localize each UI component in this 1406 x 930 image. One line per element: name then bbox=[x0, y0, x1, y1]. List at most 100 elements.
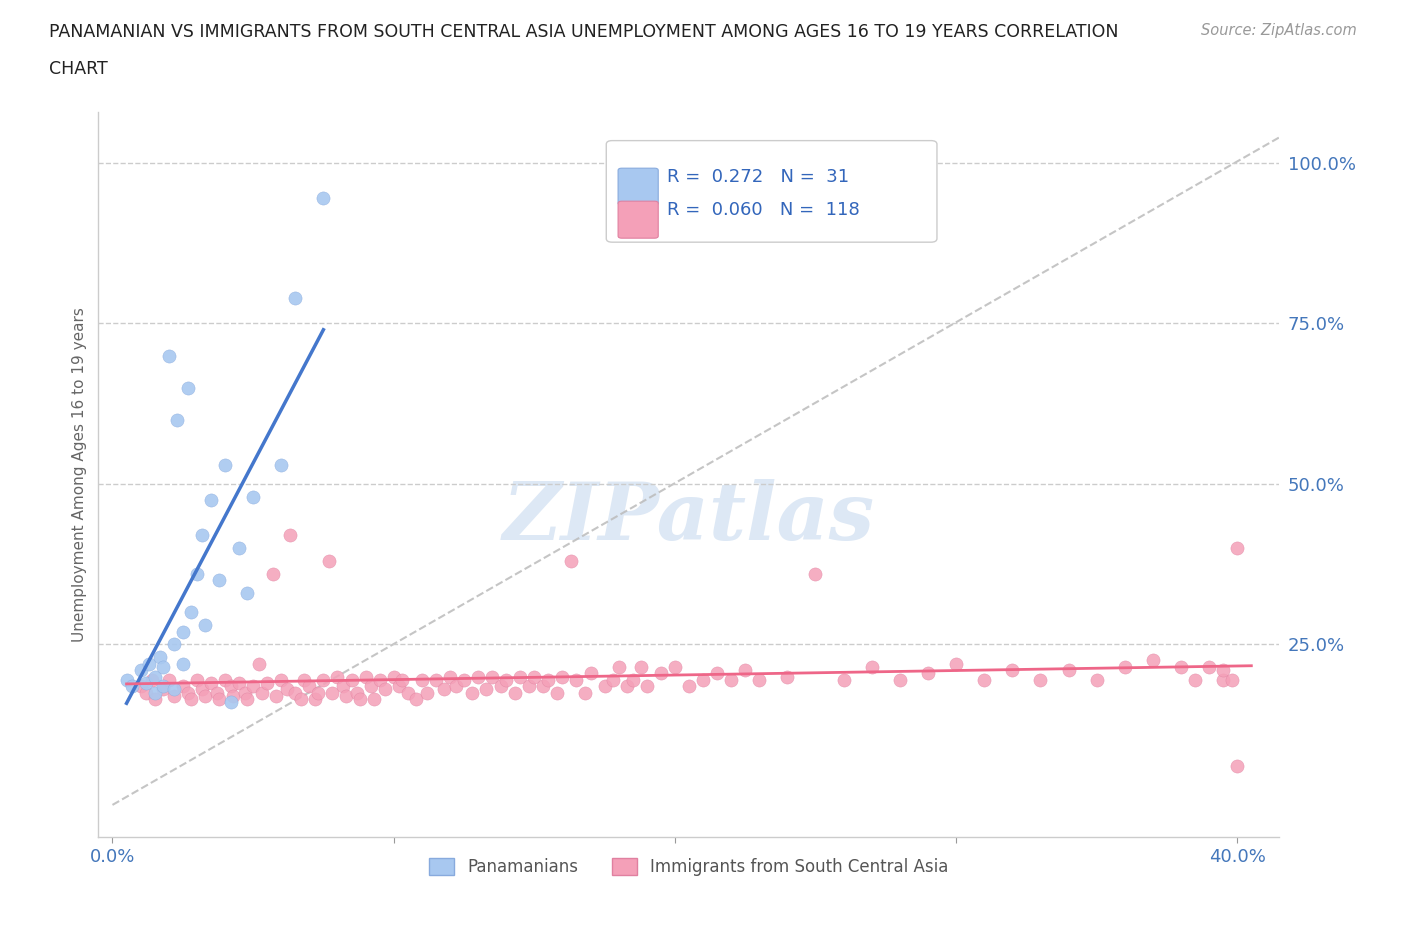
Point bbox=[298, 679, 321, 694]
Point bbox=[650, 666, 672, 681]
Point bbox=[292, 672, 315, 687]
Point bbox=[503, 685, 526, 700]
Point bbox=[1212, 663, 1234, 678]
Point bbox=[461, 685, 484, 700]
Point bbox=[290, 692, 312, 707]
Point bbox=[228, 675, 250, 690]
Point bbox=[678, 679, 700, 694]
Point bbox=[1220, 672, 1243, 687]
Point bbox=[616, 679, 638, 694]
Y-axis label: Unemployment Among Ages 16 to 19 years: Unemployment Among Ages 16 to 19 years bbox=[72, 307, 87, 642]
Point bbox=[208, 692, 231, 707]
Point bbox=[489, 679, 512, 694]
Point bbox=[318, 553, 340, 568]
Point bbox=[1170, 659, 1192, 674]
Point bbox=[354, 669, 377, 684]
Point bbox=[636, 679, 658, 694]
Point bbox=[391, 672, 413, 687]
Point bbox=[1029, 672, 1052, 687]
Point bbox=[509, 669, 531, 684]
Point bbox=[467, 669, 489, 684]
FancyBboxPatch shape bbox=[606, 140, 936, 242]
Text: CHART: CHART bbox=[49, 60, 108, 78]
Point bbox=[621, 672, 644, 687]
Point bbox=[664, 659, 686, 674]
Point bbox=[332, 679, 354, 694]
Point bbox=[776, 669, 799, 684]
Point bbox=[177, 685, 200, 700]
Point bbox=[1226, 759, 1249, 774]
Point bbox=[360, 679, 382, 694]
Point bbox=[121, 679, 143, 694]
Point bbox=[945, 657, 967, 671]
Point bbox=[495, 672, 517, 687]
Point bbox=[481, 669, 503, 684]
Point bbox=[1142, 653, 1164, 668]
FancyBboxPatch shape bbox=[619, 168, 658, 206]
FancyBboxPatch shape bbox=[619, 201, 658, 238]
Point bbox=[180, 692, 202, 707]
Point bbox=[546, 685, 568, 700]
Point bbox=[152, 659, 174, 674]
Point bbox=[804, 566, 827, 581]
Point bbox=[149, 650, 172, 665]
Point bbox=[270, 458, 292, 472]
Point bbox=[1184, 672, 1206, 687]
Point bbox=[734, 663, 756, 678]
Text: Source: ZipAtlas.com: Source: ZipAtlas.com bbox=[1201, 23, 1357, 38]
Point bbox=[163, 688, 186, 703]
Point bbox=[411, 672, 433, 687]
Point bbox=[439, 669, 461, 684]
Text: R =  0.060   N =  118: R = 0.060 N = 118 bbox=[666, 201, 859, 219]
Point bbox=[860, 659, 883, 674]
Point bbox=[692, 672, 714, 687]
Point bbox=[205, 685, 228, 700]
Point bbox=[200, 493, 222, 508]
Point bbox=[1226, 540, 1249, 555]
Point bbox=[163, 637, 186, 652]
Point bbox=[191, 682, 214, 697]
Point bbox=[135, 685, 157, 700]
Point bbox=[172, 657, 194, 671]
Point bbox=[284, 290, 307, 305]
Point bbox=[233, 685, 256, 700]
Point bbox=[1057, 663, 1080, 678]
Point bbox=[172, 624, 194, 639]
Point bbox=[475, 682, 498, 697]
Point bbox=[172, 679, 194, 694]
Point bbox=[138, 657, 160, 671]
Text: PANAMANIAN VS IMMIGRANTS FROM SOUTH CENTRAL ASIA UNEMPLOYMENT AMONG AGES 16 TO 1: PANAMANIAN VS IMMIGRANTS FROM SOUTH CENT… bbox=[49, 23, 1119, 41]
Point bbox=[706, 666, 728, 681]
Point bbox=[166, 412, 188, 427]
Point bbox=[270, 672, 292, 687]
Point bbox=[135, 675, 157, 690]
Point bbox=[242, 679, 264, 694]
Point bbox=[1114, 659, 1136, 674]
Point bbox=[247, 657, 270, 671]
Point bbox=[143, 669, 166, 684]
Point bbox=[832, 672, 855, 687]
Text: ZIPatlas: ZIPatlas bbox=[503, 479, 875, 556]
Point bbox=[574, 685, 596, 700]
Point bbox=[388, 679, 411, 694]
Point bbox=[425, 672, 447, 687]
Point bbox=[143, 692, 166, 707]
Point bbox=[720, 672, 742, 687]
Point bbox=[157, 672, 180, 687]
Point bbox=[453, 672, 475, 687]
Point bbox=[517, 679, 540, 694]
Point bbox=[321, 685, 343, 700]
Point bbox=[405, 692, 427, 707]
Point bbox=[180, 604, 202, 619]
Point bbox=[560, 553, 582, 568]
Point bbox=[531, 679, 554, 694]
Point bbox=[346, 685, 368, 700]
Point bbox=[416, 685, 439, 700]
Point bbox=[262, 566, 284, 581]
Point bbox=[363, 692, 385, 707]
Point bbox=[242, 489, 264, 504]
Point bbox=[607, 659, 630, 674]
Point bbox=[236, 586, 259, 601]
Point bbox=[382, 669, 405, 684]
Point bbox=[889, 672, 911, 687]
